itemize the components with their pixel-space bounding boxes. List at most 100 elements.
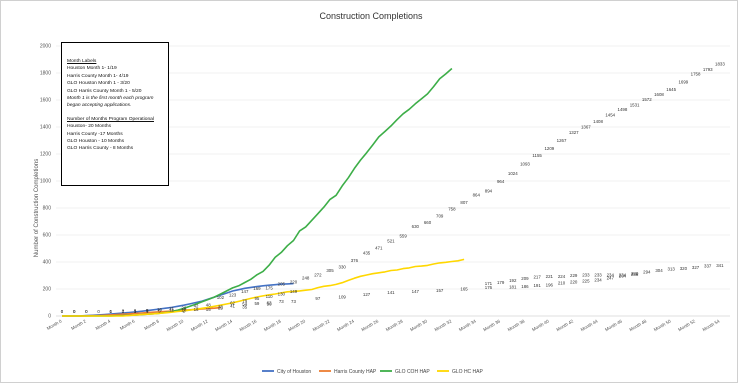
- data-label: 48: [206, 303, 211, 308]
- data-label: 127: [363, 292, 371, 297]
- y-tick-label: 2000: [40, 44, 51, 50]
- data-label: 0: [85, 309, 88, 314]
- data-label: 559: [399, 234, 407, 239]
- data-label: 176: [485, 285, 493, 290]
- y-tick-label: 600: [43, 233, 52, 239]
- data-label: 11: [169, 308, 174, 313]
- data-label: 1: [134, 309, 137, 314]
- data-label: 521: [387, 239, 395, 244]
- data-label: 192: [509, 278, 517, 283]
- data-label: 171: [485, 281, 493, 286]
- y-axis-ticks: 0 200 400 600 800 1000 1200 1400 1600 1800 2000: [40, 44, 51, 320]
- data-label: 3: [122, 309, 125, 314]
- data-label: 313: [668, 267, 676, 272]
- y-tick-label: 0: [48, 314, 51, 320]
- data-label: 79: [242, 298, 247, 303]
- data-label: 1454: [605, 113, 615, 118]
- data-label: 864: [473, 192, 481, 197]
- data-label: 0: [85, 309, 88, 314]
- data-label: 62: [230, 301, 235, 306]
- data-label: 225: [582, 279, 590, 284]
- y-axis-title: Number of Construction Completions: [34, 159, 40, 257]
- data-label: 233: [594, 273, 602, 278]
- data-label: 196: [546, 283, 554, 288]
- data-label: 1267: [557, 138, 567, 143]
- note-line: began accepting applications.: [67, 103, 132, 109]
- note-line: Month 1 is the first month each program: [67, 96, 154, 102]
- data-label: 97: [315, 296, 320, 301]
- data-label: 1645: [666, 87, 676, 92]
- data-label: 73: [291, 299, 296, 304]
- data-label: 56: [267, 301, 272, 306]
- data-label: 1608: [654, 92, 664, 97]
- data-label: 630: [412, 224, 420, 229]
- data-label: 217: [533, 275, 541, 280]
- data-label: 1: [110, 309, 113, 314]
- data-label: 894: [485, 188, 493, 193]
- data-label: 0: [97, 309, 100, 314]
- data-label: 63: [267, 300, 272, 305]
- data-label: 165: [460, 287, 468, 292]
- note-line: Month Labels: [67, 59, 97, 64]
- data-label: 264: [619, 273, 627, 278]
- data-label: 42: [194, 303, 199, 308]
- data-label: 1367: [581, 124, 591, 129]
- note-line: Harris County Month 1- 4/19: [67, 73, 129, 79]
- data-label: 175: [265, 285, 273, 290]
- data-label: 21: [169, 306, 174, 311]
- data-label: 186: [521, 284, 529, 289]
- data-label: 0: [122, 309, 125, 314]
- data-label: 337: [704, 264, 712, 269]
- data-label: 248: [302, 276, 310, 281]
- data-label: 294: [643, 269, 651, 274]
- data-label: 25: [218, 306, 223, 311]
- data-label: 210: [558, 281, 566, 286]
- data-label: 2: [183, 309, 186, 314]
- data-label: 1209: [544, 146, 554, 151]
- data-label: 272: [314, 272, 322, 277]
- data-label: 238: [631, 272, 639, 277]
- data-label: 191: [533, 283, 541, 288]
- data-label: 709: [436, 213, 444, 218]
- data-label: 1531: [630, 102, 640, 107]
- data-label: 1327: [569, 130, 579, 135]
- note-line: Number of Months Program Operational: [67, 116, 154, 122]
- data-label: 205: [278, 281, 286, 286]
- data-label: 16: [194, 307, 199, 312]
- data-label: 5: [158, 308, 161, 313]
- data-label: 221: [546, 274, 554, 279]
- y-tick-label: 1200: [40, 152, 51, 158]
- legend: City of Houston Harris County HAP GLO COH …: [262, 369, 484, 375]
- data-label: 0: [73, 309, 76, 314]
- data-label: 59: [254, 301, 259, 306]
- data-label: 109: [339, 294, 347, 299]
- legend-entry: Harris County HAP: [334, 369, 377, 375]
- data-label: 169: [253, 286, 261, 291]
- data-label: 130: [278, 291, 286, 296]
- data-label: 234: [619, 272, 627, 277]
- data-label: 224: [558, 274, 566, 279]
- data-label: 1024: [508, 171, 518, 176]
- data-label: 102: [217, 295, 225, 300]
- data-label: 0: [110, 309, 113, 314]
- data-label: 123: [229, 292, 237, 297]
- data-label: 110: [266, 294, 274, 299]
- data-label: 376: [351, 258, 359, 263]
- data-label: 16: [157, 307, 162, 312]
- data-label: 220: [570, 279, 578, 284]
- note-line: Houston Month 1- 1/19: [67, 66, 117, 72]
- data-label: 0: [73, 309, 76, 314]
- data-label: 1: [146, 309, 149, 314]
- data-label: 147: [241, 289, 249, 294]
- data-label: 141: [387, 290, 395, 295]
- data-label: 1699: [678, 80, 688, 85]
- y-tick-label: 1400: [40, 125, 51, 131]
- series-lines: [62, 67, 465, 317]
- note-line: GLO Harris County - 8 Months: [67, 146, 134, 152]
- data-label: 41: [230, 303, 235, 308]
- chart-title: Construction Completions: [319, 11, 423, 21]
- series-line-glo-hc-hap: [62, 258, 465, 317]
- data-label: 234: [607, 272, 615, 277]
